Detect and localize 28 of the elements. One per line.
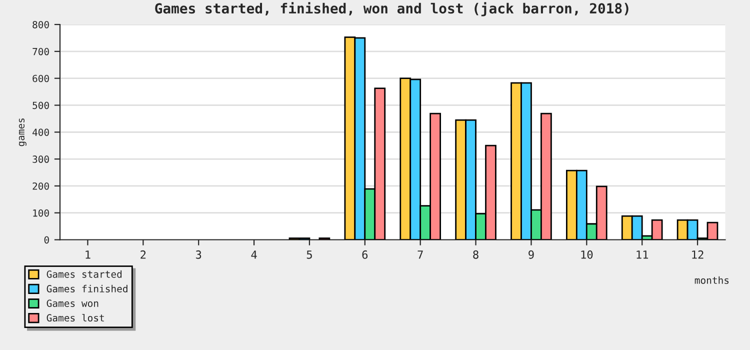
y-tick-label: 100 (33, 209, 49, 217)
chart-title: Games started, finished, won and lost (jack barron, 2018) (155, 2, 628, 16)
x-tick-label: 12 (692, 250, 704, 259)
x-tick-label: 2 (140, 250, 146, 259)
x-tick-label: 1 (86, 250, 90, 259)
legend-label: Games finished (46, 284, 128, 292)
x-tick-label: 10 (581, 250, 593, 259)
x-axis-title: months (694, 276, 729, 284)
y-tick-label: 800 (32, 21, 49, 28)
legend-label: Games won (46, 300, 98, 307)
legend-label: Games lost (46, 314, 104, 322)
x-tick-label: 5 (306, 250, 312, 259)
x-tick-label: 3 (196, 250, 202, 259)
y-tick-label: 400 (32, 128, 49, 136)
legend-label: Games started (46, 270, 122, 278)
y-tick-label: 300 (32, 156, 49, 163)
y-axis-title: games (18, 118, 26, 146)
y-tick-label: 500 (32, 102, 49, 110)
y-tick-label: 200 (32, 182, 49, 190)
y-tick-label: 600 (32, 74, 49, 82)
x-tick-label: 7 (418, 250, 423, 259)
x-tick-label: 11 (636, 250, 648, 259)
x-tick-label: 9 (528, 250, 534, 259)
y-tick-label: 700 (32, 48, 49, 56)
x-tick-label: 8 (473, 250, 478, 259)
x-tick-label: 4 (251, 250, 257, 259)
y-tick-label: 0 (44, 236, 49, 244)
x-tick-label: 6 (362, 250, 368, 259)
